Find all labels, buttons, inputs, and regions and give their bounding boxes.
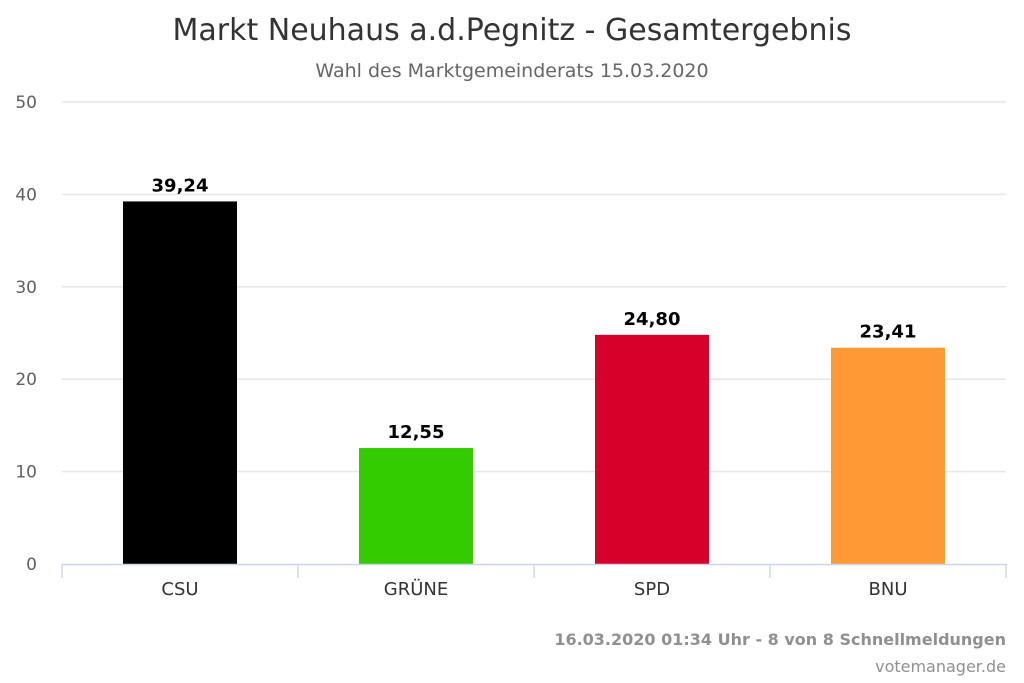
x-tick-label: CSU xyxy=(161,579,198,600)
source-credit: votemanager.de xyxy=(875,657,1006,676)
chart-subtitle: Wahl des Marktgemeinderats 15.03.2020 xyxy=(315,60,708,82)
data-label: 23,41 xyxy=(860,322,917,343)
data-label: 12,55 xyxy=(388,422,445,443)
bars xyxy=(123,201,945,564)
bar-spd xyxy=(595,334,709,564)
data-labels: 39,24 12,55 24,80 23,41 xyxy=(152,175,917,443)
timestamp-credit: 16.03.2020 01:34 Uhr - 8 von 8 Schnellme… xyxy=(554,630,1006,649)
y-tick-label: 30 xyxy=(15,278,37,298)
data-label: 39,24 xyxy=(152,175,209,196)
data-label: 24,80 xyxy=(624,309,681,330)
x-tick-label: SPD xyxy=(634,579,670,600)
x-tick-label: GRÜNE xyxy=(384,578,448,600)
bar-grüne xyxy=(359,448,473,564)
x-axis: CSU GRÜNE SPD BNU xyxy=(61,563,1007,600)
chart-title: Markt Neuhaus a.d.Pegnitz - Gesamtergebn… xyxy=(172,13,851,48)
bar-csu xyxy=(123,201,237,564)
y-tick-label: 0 xyxy=(26,555,37,575)
y-axis: 0 10 20 30 40 50 xyxy=(15,93,37,575)
y-tick-label: 40 xyxy=(15,185,37,205)
x-tick-label: BNU xyxy=(869,579,908,600)
y-tick-label: 20 xyxy=(15,370,37,390)
bar-bnu xyxy=(831,347,945,564)
y-tick-label: 10 xyxy=(15,463,37,483)
y-tick-label: 50 xyxy=(15,93,37,113)
